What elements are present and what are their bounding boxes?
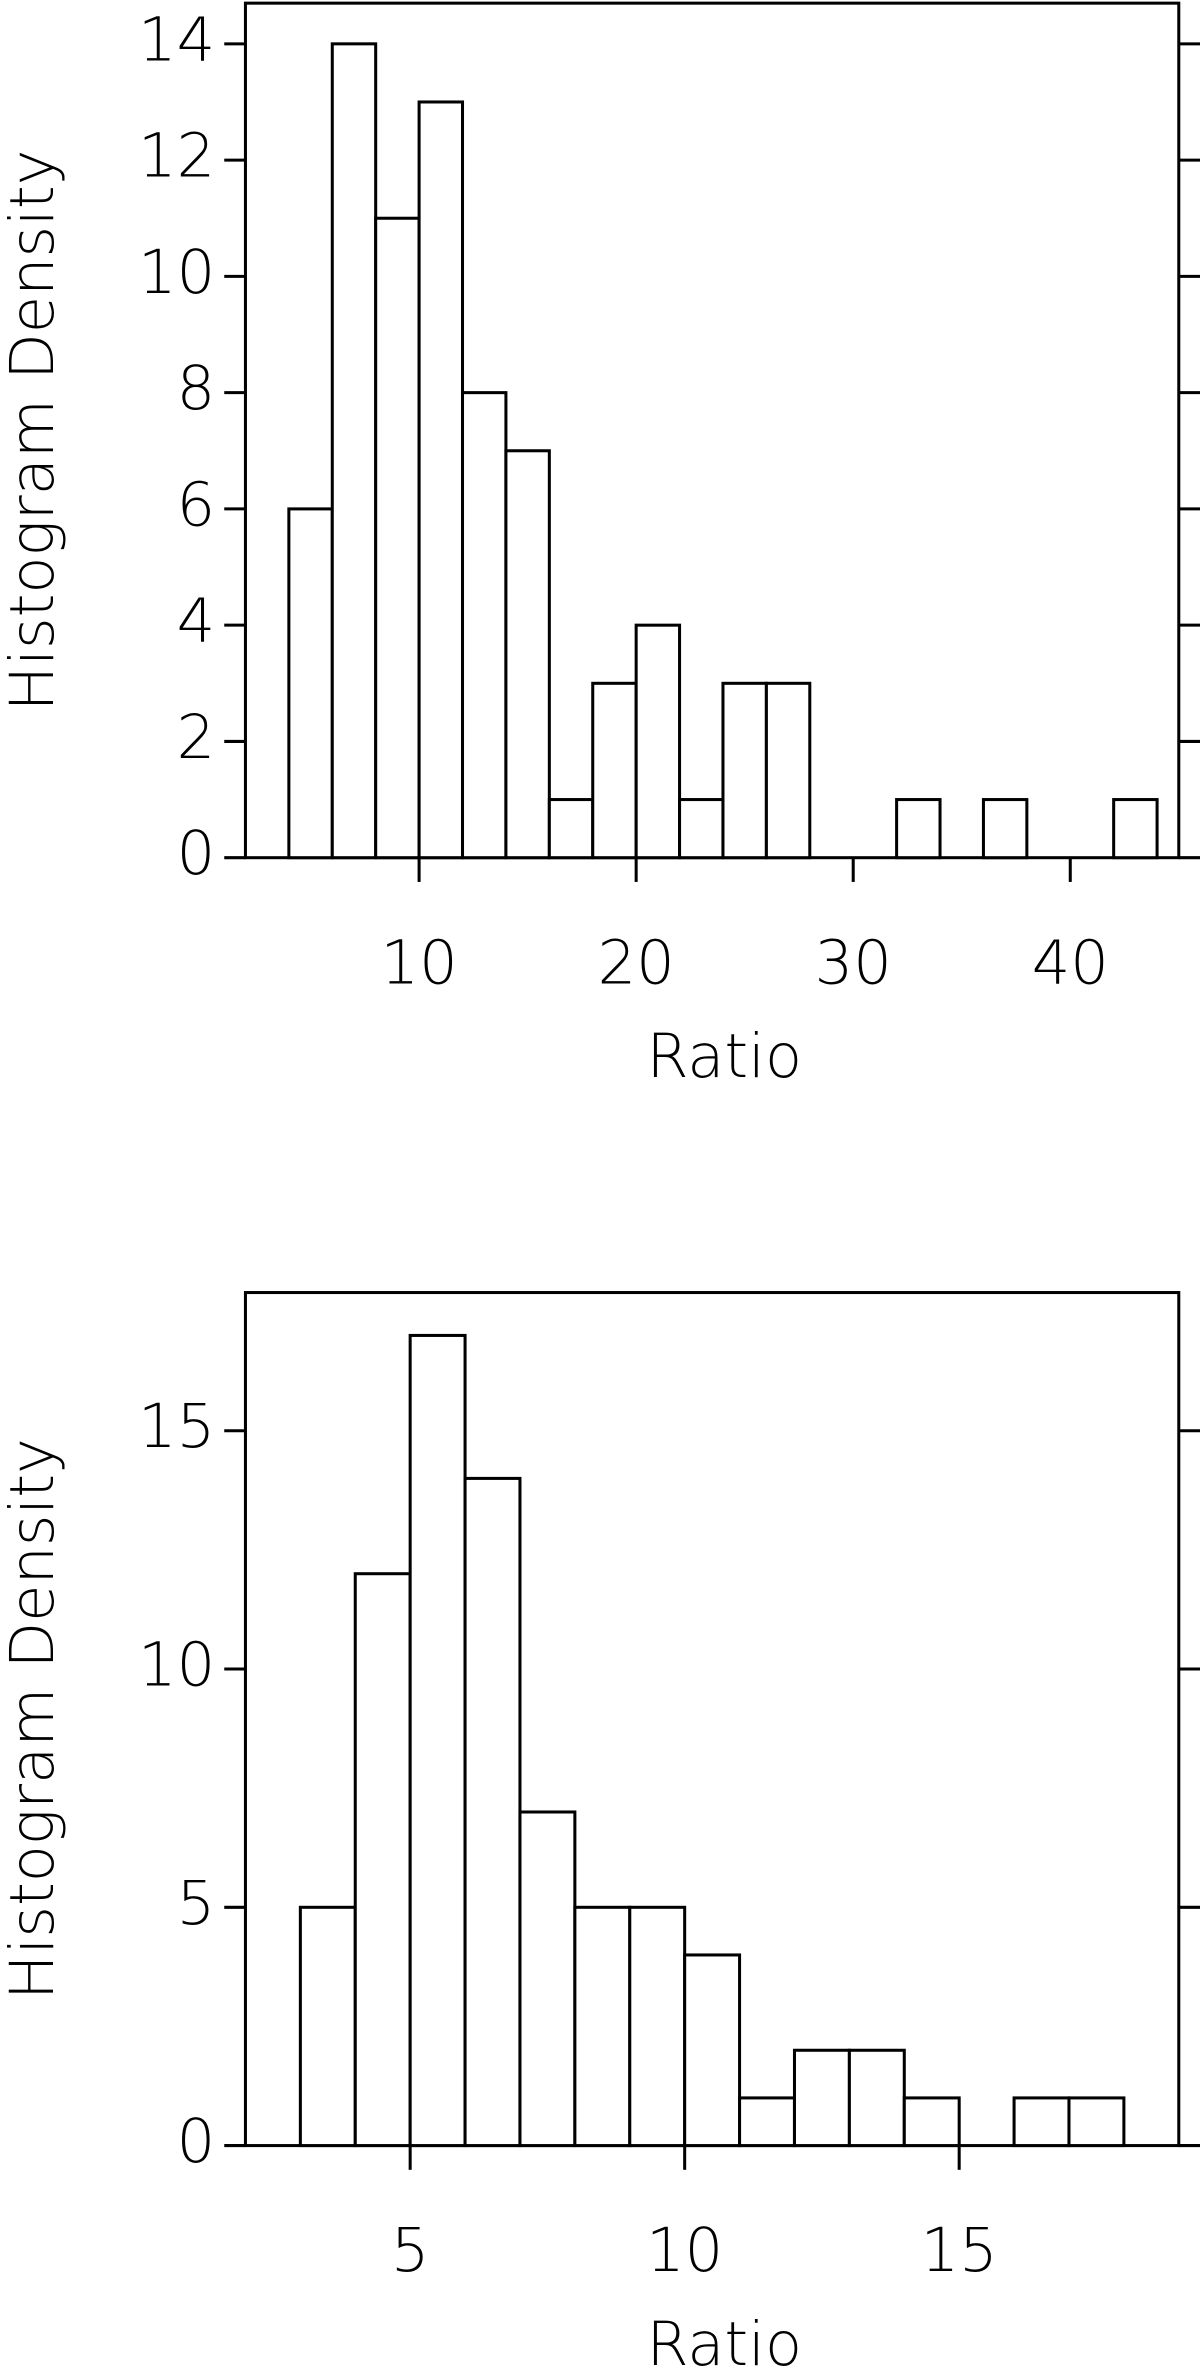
y-tick-label: 5 [177, 1869, 216, 1939]
bar [547, 798, 595, 860]
bar [330, 42, 378, 860]
y-tick-label: 12 [138, 122, 215, 192]
bar [504, 449, 551, 860]
bar [460, 391, 508, 860]
bar [683, 1953, 742, 2148]
x-tick-label: 30 [815, 928, 892, 998]
bar [634, 623, 682, 860]
y-axis-label: Histogram Density [0, 1438, 68, 2000]
y-axis-label: Histogram Density [0, 149, 68, 711]
bar [721, 681, 768, 860]
bar [353, 1572, 412, 2148]
bar [1067, 2096, 1126, 2148]
bar [738, 2096, 796, 2148]
bar [573, 1905, 632, 2148]
bar [895, 798, 942, 860]
bar [981, 798, 1029, 860]
bar [764, 681, 812, 860]
y-tick-label: 14 [138, 5, 215, 75]
x-tick-label: 10 [381, 928, 458, 998]
y-tick-label: 15 [138, 1392, 215, 1462]
y-tick-label: 0 [177, 2107, 216, 2177]
y-tick-label: 10 [138, 1631, 215, 1701]
y-tick-label: 2 [177, 703, 216, 773]
bar [792, 2048, 851, 2148]
y-tick-label: 0 [177, 819, 216, 889]
bar [847, 2048, 906, 2148]
bar [1112, 798, 1159, 860]
x-tick-label: 15 [921, 2216, 998, 2286]
bar [298, 1905, 357, 2148]
x-axis-label: Ratio [646, 1022, 802, 1092]
bar [287, 507, 334, 860]
x-tick-label: 10 [646, 2216, 723, 2286]
bar [374, 216, 421, 860]
y-tick-label: 6 [177, 470, 216, 540]
bar [902, 2096, 961, 2148]
y-tick-label: 10 [138, 238, 215, 308]
bar [678, 798, 725, 860]
x-axis-label: Ratio [646, 2310, 802, 2376]
bar [463, 1476, 522, 2148]
x-tick-label: 5 [391, 2216, 430, 2286]
bar [417, 100, 465, 860]
x-tick-label: 40 [1032, 928, 1109, 998]
bar [518, 1810, 577, 2148]
x-tick-label: 20 [598, 928, 675, 998]
bar [1012, 2096, 1071, 2148]
bar [628, 1905, 687, 2148]
y-tick-label: 4 [177, 587, 216, 657]
bar [408, 1333, 467, 2148]
bar [591, 681, 638, 860]
y-tick-label: 8 [177, 354, 216, 424]
